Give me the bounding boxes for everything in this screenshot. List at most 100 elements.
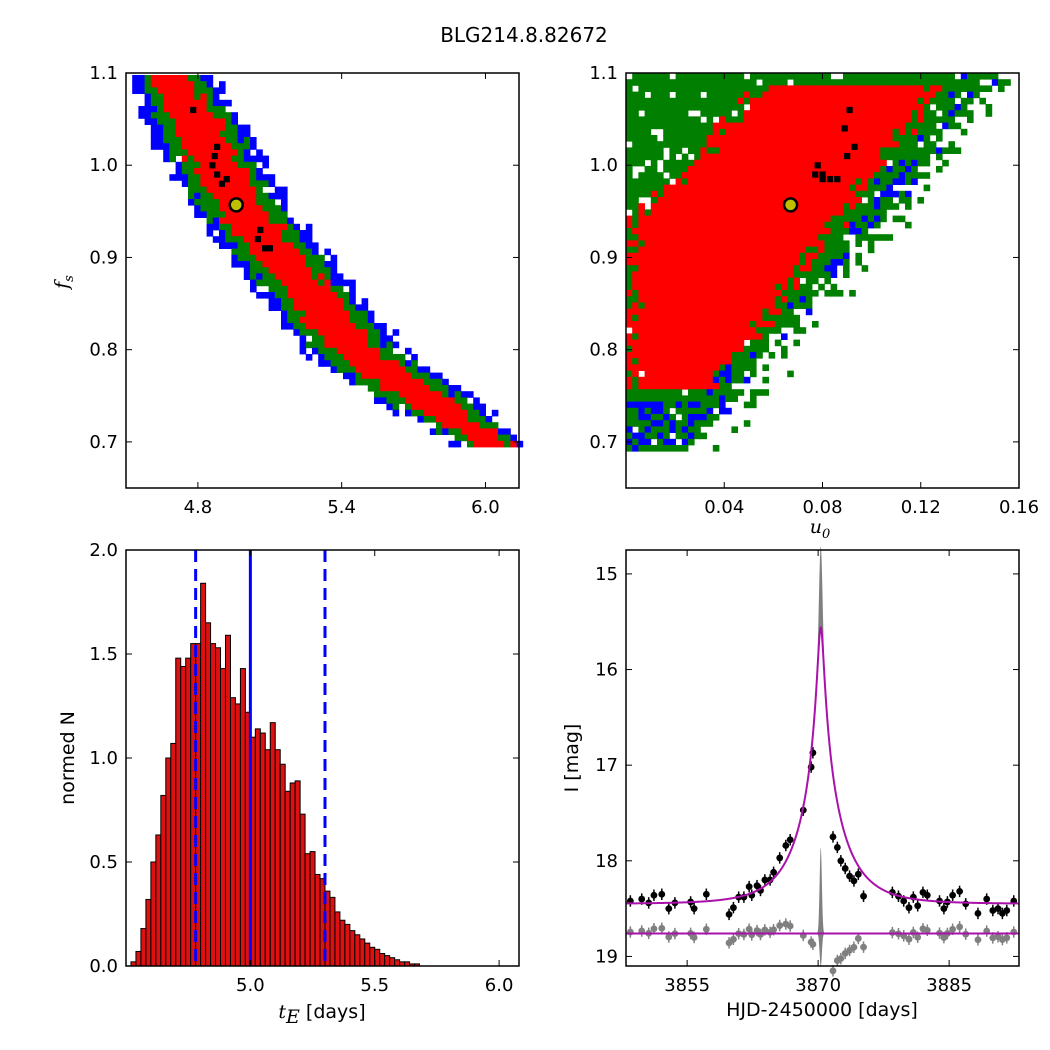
sigma1-cell <box>206 137 214 144</box>
sigma1-cell <box>886 110 893 117</box>
sigma1-cell <box>706 240 714 247</box>
sigma2-cell <box>706 128 714 136</box>
sigma1-cell <box>743 228 751 235</box>
sigma2-cell <box>917 197 924 204</box>
sigma1-cell <box>663 240 670 247</box>
sigma2-cell <box>681 420 689 427</box>
sigma1-cell <box>712 166 720 173</box>
sigma1-cell <box>799 234 807 241</box>
sigma2-cell <box>892 147 900 154</box>
sigma2-cell <box>281 217 288 225</box>
sigma2-cell <box>867 240 875 247</box>
sigma1-cell <box>880 116 887 123</box>
sigma1-cell <box>638 333 645 340</box>
sigma1-cell <box>812 184 819 192</box>
data-point <box>833 844 841 851</box>
sigma2-cell <box>638 420 645 427</box>
sigma1-cell <box>681 290 689 297</box>
sigma1-cell <box>855 104 862 111</box>
sigma2-cell <box>657 426 664 433</box>
sigma2-cell <box>268 273 276 280</box>
sigma2-cell <box>768 79 776 86</box>
sigma3-cell <box>436 372 443 380</box>
sigma1-cell <box>675 370 683 378</box>
sigma2-cell <box>675 110 683 117</box>
sigma1-cell <box>768 234 776 241</box>
sigma1-cell <box>743 277 751 285</box>
sigma1-cell <box>805 221 813 229</box>
best-cell <box>257 226 264 233</box>
sigma2-cell <box>688 97 695 105</box>
sigma3-cell <box>380 397 387 404</box>
sigma1-cell <box>812 122 819 130</box>
sigma1-cell <box>737 97 745 105</box>
sigma2-cell <box>632 221 639 229</box>
sigma2-cell <box>812 73 819 80</box>
sigma2-cell <box>812 246 819 254</box>
sigma2-cell <box>855 209 862 216</box>
sigma2-cell <box>812 277 819 285</box>
sigma1-cell <box>743 184 751 192</box>
sigma1-cell <box>243 199 251 206</box>
sigma1-cell <box>429 409 437 417</box>
sigma2-cell <box>504 440 511 448</box>
sigma1-cell <box>638 246 645 254</box>
sigma1-cell <box>700 166 707 173</box>
sigma1-cell <box>762 116 769 123</box>
sigma1-cell <box>725 209 732 216</box>
sigma1-cell <box>169 81 176 88</box>
sigma1-cell <box>669 184 676 192</box>
fs-te-ytick-label: 0.8 <box>89 340 118 361</box>
sigma1-cell <box>219 143 226 150</box>
sigma1-cell <box>750 296 757 303</box>
sigma1-cell <box>812 110 819 117</box>
sigma2-cell <box>905 147 912 154</box>
sigma1-cell <box>305 316 313 324</box>
sigma2-cell <box>626 203 633 210</box>
sigma3-cell <box>805 308 813 316</box>
sigma2-cell <box>436 385 443 392</box>
sigma1-cell <box>250 248 257 256</box>
sigma2-cell <box>343 360 350 367</box>
sigma1-cell <box>175 81 183 88</box>
sigma2-cell <box>157 106 164 113</box>
sigma3-cell <box>150 124 158 132</box>
sigma1-cell <box>756 308 763 316</box>
sigma3-cell <box>700 414 707 421</box>
sigma2-cell <box>669 159 676 167</box>
sigma1-cell <box>867 135 875 142</box>
sigma1-cell <box>731 271 738 278</box>
sigma1-cell <box>750 308 757 316</box>
sigma2-cell <box>936 128 943 136</box>
sigma1-cell <box>681 383 689 390</box>
sigma2-cell <box>256 186 263 194</box>
sigma2-cell <box>694 122 701 130</box>
sigma1-cell <box>663 352 670 359</box>
sigma1-cell <box>386 378 393 386</box>
sigma1-cell <box>737 265 745 272</box>
sigma1-cell <box>719 197 726 204</box>
sigma1-cell <box>380 372 387 380</box>
sigma1-cell <box>756 166 763 173</box>
sigma2-cell <box>830 79 838 86</box>
sigma1-cell <box>830 135 838 142</box>
sigma1-cell <box>638 252 645 260</box>
sigma2-cell <box>836 290 844 297</box>
sigma2-cell <box>774 73 782 80</box>
sigma2-cell <box>731 104 738 111</box>
sigma2-cell <box>700 128 707 136</box>
sigma1-cell <box>343 335 350 342</box>
sigma2-cell <box>731 352 738 359</box>
sigma1-cell <box>812 221 819 229</box>
sigma1-cell <box>799 184 807 192</box>
sigma2-cell <box>905 221 912 229</box>
sigma1-cell <box>712 215 720 223</box>
sigma1-cell <box>293 267 300 274</box>
sigma2-cell <box>237 248 245 256</box>
sigma3-cell <box>324 360 331 367</box>
sigma1-cell <box>700 283 707 291</box>
sigma2-cell <box>855 178 862 185</box>
sigma1-cell <box>774 172 782 179</box>
sigma2-cell <box>386 347 393 355</box>
sigma1-cell <box>731 184 738 192</box>
